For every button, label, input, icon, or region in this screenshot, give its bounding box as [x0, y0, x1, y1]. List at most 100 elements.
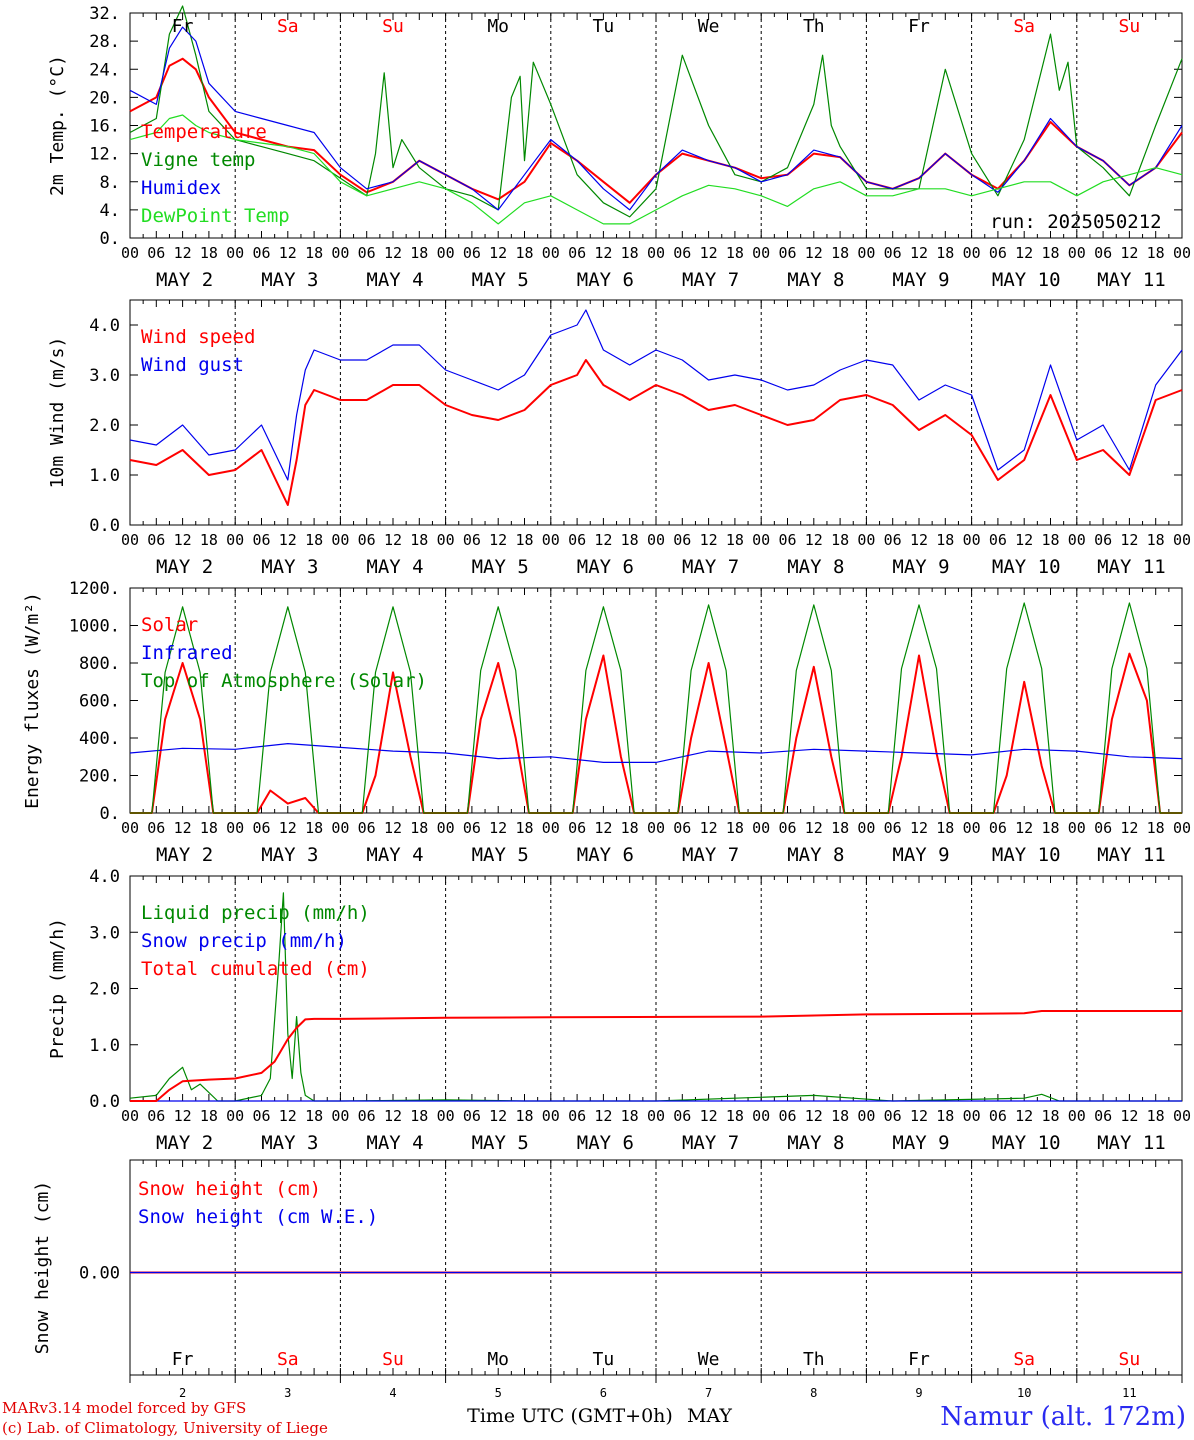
- hour-label: 06: [1094, 531, 1112, 549]
- date-label: MAY 6: [577, 556, 634, 578]
- hour-label: 18: [621, 531, 639, 549]
- hour-label: 12: [174, 244, 192, 262]
- date-label: MAY 10: [992, 1132, 1061, 1154]
- day-number: 2: [179, 1386, 186, 1400]
- date-label: MAY 4: [366, 269, 423, 291]
- hour-label: 00: [542, 531, 560, 549]
- y-tick-label: 600.: [79, 692, 120, 712]
- y-axis-label: 10m Wind (m/s): [47, 337, 68, 489]
- weekday-label: Tu: [593, 1349, 615, 1370]
- hour-label: 12: [805, 531, 823, 549]
- hour-label: 00: [857, 531, 875, 549]
- weekday-label: Th: [803, 16, 825, 37]
- x-axis-month: MAY: [687, 1405, 732, 1427]
- hour-label: 00: [647, 531, 665, 549]
- hour-label: 00: [1068, 531, 1086, 549]
- hour-label: 06: [989, 531, 1007, 549]
- hour-label: 12: [805, 244, 823, 262]
- hour-label: 00: [226, 819, 244, 837]
- y-tick-label: 1.0: [89, 466, 120, 486]
- hour-label: 06: [358, 1107, 376, 1125]
- date-label: MAY 10: [992, 269, 1061, 291]
- legend-entry: Solar: [141, 614, 198, 636]
- hour-label: 06: [673, 244, 691, 262]
- hour-label: 12: [384, 244, 402, 262]
- y-tick-label: 3.0: [89, 923, 120, 943]
- hour-label: 06: [358, 244, 376, 262]
- hour-label: 18: [936, 531, 954, 549]
- legend-entry: Wind speed: [141, 326, 255, 348]
- y-tick-label: 0.0: [89, 516, 120, 536]
- day-number: 7: [705, 1386, 712, 1400]
- hour-label: 12: [384, 531, 402, 549]
- date-label: MAY 3: [261, 844, 318, 866]
- hour-label: 00: [226, 244, 244, 262]
- series-line-dewpoint-temp: [129, 114, 1183, 225]
- hour-label: 12: [910, 819, 928, 837]
- y-tick-label: 12.: [89, 145, 120, 165]
- hour-label: 06: [673, 819, 691, 837]
- hour-label: 00: [331, 819, 349, 837]
- y-tick-label: 32.: [89, 4, 120, 24]
- weekday-label: Th: [803, 1349, 825, 1370]
- hour-label: 00: [857, 1107, 875, 1125]
- hour-label: 18: [305, 531, 323, 549]
- hour-label: 06: [147, 531, 165, 549]
- hour-label: 00: [437, 244, 455, 262]
- date-label: MAY 7: [682, 1132, 739, 1154]
- date-label: MAY 2: [156, 1132, 213, 1154]
- hour-label: 18: [621, 819, 639, 837]
- y-tick-label: 0.0: [89, 1092, 120, 1112]
- hour-label: 12: [489, 819, 507, 837]
- hour-label: 00: [121, 531, 139, 549]
- hour-label: 18: [1041, 244, 1059, 262]
- hour-label: 18: [200, 819, 218, 837]
- hour-label: 12: [279, 819, 297, 837]
- hour-label: 18: [1147, 1107, 1165, 1125]
- hour-label: 12: [594, 819, 612, 837]
- y-tick-label: 200.: [79, 767, 120, 787]
- y-axis-label: Energy fluxes (W/m²): [22, 592, 43, 809]
- hour-label: 12: [1120, 531, 1138, 549]
- hour-label: 00: [1173, 531, 1191, 549]
- hour-label: 18: [726, 819, 744, 837]
- date-label: MAY 8: [787, 1132, 844, 1154]
- x-axis-label: Time UTC (GMT+0h): [467, 1405, 673, 1427]
- series-line-total-cumulated-cm: [130, 1010, 1182, 1102]
- y-tick-label: 8.: [100, 173, 120, 193]
- hour-label: 06: [1094, 819, 1112, 837]
- hour-label: 12: [1015, 244, 1033, 262]
- hour-label: 00: [331, 244, 349, 262]
- hour-label: 12: [700, 244, 718, 262]
- series-line-vigne-temp: [129, 5, 1183, 218]
- y-axis-label: Precip (mm/h): [47, 918, 68, 1059]
- y-tick-label: 4.0: [89, 316, 120, 336]
- hour-label: 12: [384, 1107, 402, 1125]
- hour-label: 06: [463, 1107, 481, 1125]
- hour-label: 06: [463, 819, 481, 837]
- hour-label: 18: [200, 244, 218, 262]
- weekday-label: Su: [382, 16, 404, 37]
- date-label: MAY 3: [261, 556, 318, 578]
- y-tick-label: 3.0: [89, 366, 120, 386]
- hour-label: 06: [884, 819, 902, 837]
- date-label: MAY 5: [472, 844, 529, 866]
- hour-label: 12: [700, 1107, 718, 1125]
- hour-label: 12: [279, 1107, 297, 1125]
- hour-label: 00: [963, 819, 981, 837]
- legend-entry: Snow precip (mm/h): [141, 930, 347, 952]
- hour-label: 00: [121, 819, 139, 837]
- date-label: MAY 4: [366, 1132, 423, 1154]
- hour-label: 00: [542, 1107, 560, 1125]
- hour-label: 00: [1068, 819, 1086, 837]
- hour-label: 18: [936, 819, 954, 837]
- hour-label: 00: [121, 1107, 139, 1125]
- date-label: MAY 8: [787, 556, 844, 578]
- hour-label: 06: [463, 531, 481, 549]
- hour-label: 18: [831, 244, 849, 262]
- hour-label: 06: [673, 531, 691, 549]
- weekday-label: Sa: [1013, 16, 1035, 37]
- legend-entry: DewPoint Temp: [141, 205, 290, 227]
- hour-label: 18: [410, 531, 428, 549]
- hour-label: 12: [279, 244, 297, 262]
